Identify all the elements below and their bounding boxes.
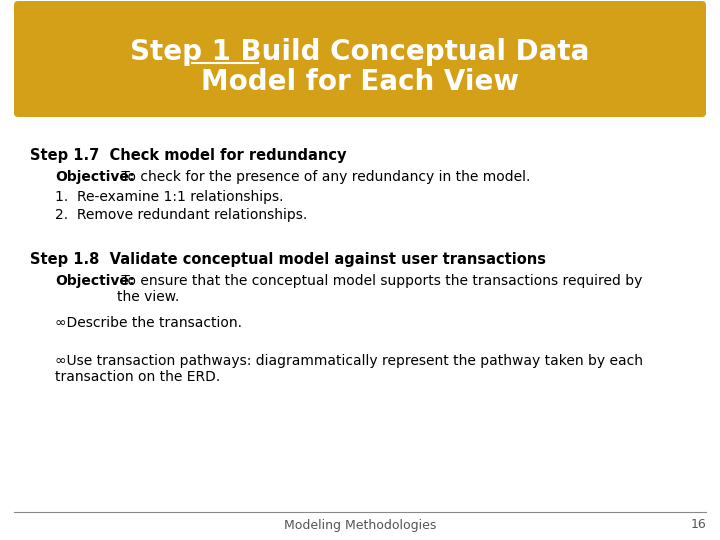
Text: To ensure that the conceptual model supports the transactions required by
the vi: To ensure that the conceptual model supp… — [117, 274, 642, 304]
Text: 16: 16 — [690, 518, 706, 531]
Text: To check for the presence of any redundancy in the model.: To check for the presence of any redunda… — [117, 170, 531, 184]
Text: Step 1.7  Check model for redundancy: Step 1.7 Check model for redundancy — [30, 148, 346, 163]
Text: ∞Describe the transaction.: ∞Describe the transaction. — [55, 316, 242, 330]
Text: Model for Each View: Model for Each View — [201, 68, 519, 96]
Text: 2.  Remove redundant relationships.: 2. Remove redundant relationships. — [55, 208, 307, 222]
FancyBboxPatch shape — [14, 1, 706, 117]
Text: Objective:: Objective: — [55, 274, 135, 288]
Text: Objective:: Objective: — [55, 170, 135, 184]
Text: Modeling Methodologies: Modeling Methodologies — [284, 518, 436, 531]
Text: ∞Use transaction pathways: diagrammatically represent the pathway taken by each
: ∞Use transaction pathways: diagrammatica… — [55, 354, 643, 384]
Text: Step 1.8  Validate conceptual model against user transactions: Step 1.8 Validate conceptual model again… — [30, 252, 546, 267]
Text: Step 1 Build Conceptual Data: Step 1 Build Conceptual Data — [130, 38, 590, 66]
Text: 1.  Re-examine 1:1 relationships.: 1. Re-examine 1:1 relationships. — [55, 190, 284, 204]
